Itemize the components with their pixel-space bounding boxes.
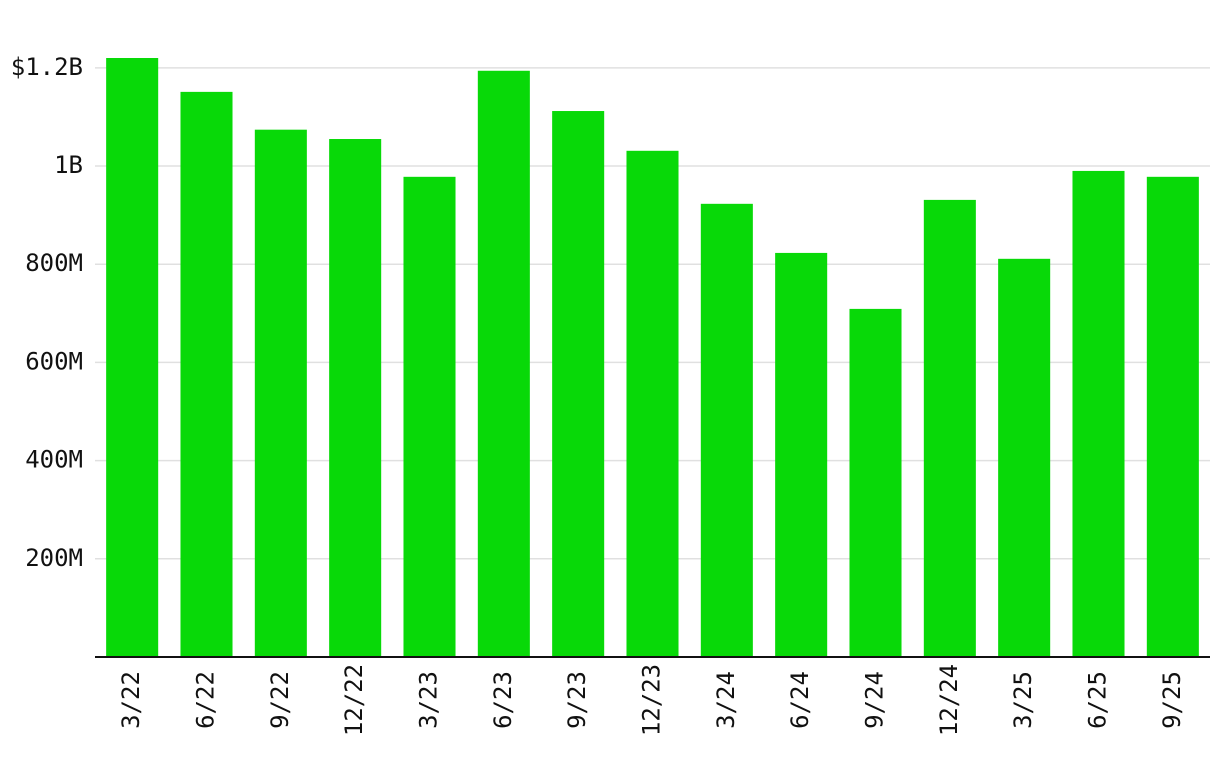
- y-tick-label: 800M: [25, 249, 83, 277]
- y-tick-label: 400M: [25, 446, 83, 474]
- bar: [254, 129, 307, 658]
- bar: [775, 252, 828, 658]
- y-tick-label: 1B: [54, 151, 83, 179]
- bar: [998, 258, 1051, 657]
- x-tick-label: 9/25: [1158, 671, 1186, 729]
- x-tick-label: 3/22: [117, 671, 145, 729]
- x-tick-label: 3/25: [1009, 671, 1037, 729]
- x-tick-label: 9/22: [266, 671, 294, 729]
- x-tick-label: 3/24: [712, 671, 740, 729]
- bar: [106, 58, 159, 657]
- bar: [849, 308, 902, 657]
- y-tick-label: 600M: [25, 347, 83, 375]
- bar: [403, 176, 456, 657]
- x-tick-label: 6/24: [786, 671, 814, 729]
- x-tick-label: 6/23: [489, 671, 517, 729]
- x-tick-label: 9/24: [861, 671, 889, 729]
- x-tick-label: 6/25: [1084, 671, 1112, 729]
- x-tick-label: 12/22: [340, 664, 368, 736]
- bar: [923, 199, 976, 657]
- x-tick-label: 12/24: [935, 664, 963, 736]
- bar: [477, 70, 530, 658]
- bar: [1146, 176, 1199, 657]
- bar: [552, 111, 605, 657]
- x-tick-label: 9/23: [563, 671, 591, 729]
- y-tick-label: 200M: [25, 544, 83, 572]
- bar: [329, 139, 382, 657]
- x-tick-label: 12/23: [638, 664, 666, 736]
- bar: [700, 203, 753, 657]
- x-tick-label: 3/23: [415, 671, 443, 729]
- bar: [1072, 170, 1125, 658]
- bar: [180, 91, 233, 657]
- bar: [626, 150, 679, 657]
- y-tick-label: $1.2B: [11, 53, 83, 81]
- x-tick-label: 6/22: [192, 671, 220, 729]
